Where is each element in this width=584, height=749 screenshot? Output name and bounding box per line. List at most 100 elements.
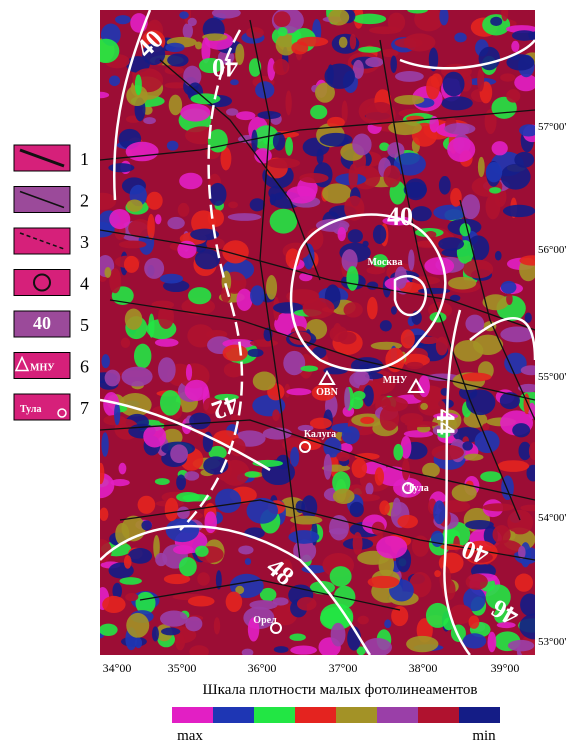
site-marker xyxy=(407,378,425,393)
legend-swatch xyxy=(13,186,71,213)
density-patch xyxy=(296,596,317,611)
density-patch xyxy=(447,137,476,162)
density-patch xyxy=(170,444,188,464)
density-patch xyxy=(511,30,535,41)
density-patch xyxy=(332,488,355,504)
density-patch xyxy=(463,587,486,612)
density-patch xyxy=(184,379,209,401)
density-patch xyxy=(241,648,254,655)
latitude-label: 55°00' xyxy=(538,371,566,383)
density-patch xyxy=(250,285,265,306)
density-patch xyxy=(100,38,120,64)
density-patch xyxy=(400,329,415,349)
density-patch xyxy=(393,477,422,498)
density-patch xyxy=(247,348,264,358)
density-patch xyxy=(134,637,143,649)
legend-number: 3 xyxy=(80,232,89,252)
scale-swatch xyxy=(213,707,254,723)
density-patch xyxy=(159,273,184,284)
density-patch xyxy=(246,27,264,39)
density-patch xyxy=(119,577,142,585)
density-patch xyxy=(324,63,355,89)
density-patch xyxy=(144,257,165,279)
density-patch xyxy=(451,484,477,502)
density-patch xyxy=(285,90,292,116)
density-patch xyxy=(447,276,477,290)
density-patch xyxy=(518,441,532,461)
density-patch xyxy=(133,343,152,369)
density-patch xyxy=(484,109,497,135)
density-patch xyxy=(109,209,131,230)
density-patch xyxy=(365,102,396,127)
density-patch xyxy=(338,36,348,48)
density-patch xyxy=(316,148,324,165)
density-patch xyxy=(400,435,412,459)
density-patch xyxy=(188,287,212,305)
density-patch xyxy=(114,403,121,426)
density-patch xyxy=(273,59,290,76)
contour-label: 40 xyxy=(387,202,413,231)
density-patch xyxy=(121,366,153,387)
longitude-label: 39°00 xyxy=(491,661,520,675)
density-patch xyxy=(198,57,223,74)
density-patch xyxy=(338,331,357,345)
density-patch xyxy=(235,111,256,121)
density-patch xyxy=(208,445,227,460)
density-patch xyxy=(352,133,372,156)
density-patch xyxy=(128,548,153,564)
density-patch xyxy=(179,172,203,190)
density-patch xyxy=(146,191,163,210)
density-patch xyxy=(215,570,222,590)
density-patch xyxy=(272,597,289,606)
legend-ring xyxy=(33,273,51,292)
density-patch xyxy=(164,497,179,522)
density-patch xyxy=(453,427,483,443)
density-patch xyxy=(125,141,159,162)
density-patch xyxy=(408,249,415,271)
legend-number: 7 xyxy=(80,398,89,418)
density-patch xyxy=(465,573,488,590)
density-patch xyxy=(185,616,203,632)
scale-swatch xyxy=(254,707,295,723)
density-patch xyxy=(328,10,350,26)
density-patch xyxy=(143,425,167,448)
density-patch xyxy=(187,595,215,607)
density-patch xyxy=(477,156,485,178)
density-patch xyxy=(201,37,211,64)
density-patch xyxy=(353,370,370,386)
density-patch xyxy=(329,514,349,541)
latitude-label: 57°00' xyxy=(538,121,566,133)
density-patch xyxy=(374,467,385,486)
legend: 1 2 3 4 40 5 МНУ 6 Тула 7 xyxy=(13,144,89,421)
density-patch xyxy=(184,471,200,481)
density-patch xyxy=(273,11,291,28)
density-patch xyxy=(395,71,424,82)
density-patch xyxy=(277,27,288,37)
density-patch xyxy=(425,602,450,628)
density-patch xyxy=(449,294,461,302)
legend-number: 5 xyxy=(80,315,89,335)
density-patch xyxy=(388,120,422,136)
density-patch xyxy=(101,354,110,369)
density-patch xyxy=(104,369,121,387)
density-patch xyxy=(249,339,279,347)
density-patch xyxy=(173,545,194,555)
density-patch xyxy=(387,12,406,32)
density-patch xyxy=(462,441,473,451)
scale-swatch xyxy=(295,707,336,723)
density-patch xyxy=(502,204,535,218)
density-patch xyxy=(208,182,227,206)
density-patch xyxy=(164,82,188,89)
density-patch xyxy=(506,293,513,305)
density-patch xyxy=(352,390,366,401)
density-patch xyxy=(333,585,356,609)
density-patch xyxy=(391,605,409,627)
density-patch xyxy=(203,397,219,414)
density-patch xyxy=(259,587,277,602)
density-patch xyxy=(520,365,535,376)
density-patch xyxy=(465,519,494,530)
density-patch xyxy=(514,151,535,168)
density-patch xyxy=(379,320,392,332)
density-patch xyxy=(265,275,278,300)
density-patch xyxy=(124,308,143,330)
